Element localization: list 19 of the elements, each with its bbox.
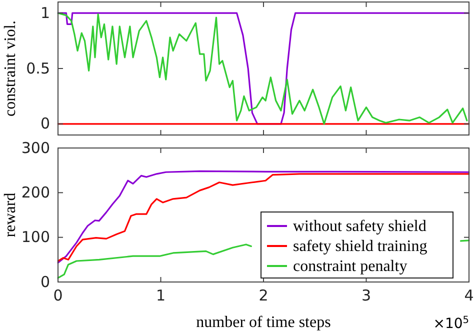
y-tick-label: 1 xyxy=(40,4,50,22)
text: ×10$^{5}$ xyxy=(433,314,469,332)
y-axis-title: constraint viol. xyxy=(2,20,19,116)
legend-label: constraint penalty xyxy=(293,258,408,275)
y-tick-label: 0 xyxy=(40,272,50,291)
legend-label: safety shield training xyxy=(293,238,428,255)
y-tick-label: 300 xyxy=(21,138,50,157)
x-tick-label: 4 xyxy=(464,286,474,305)
y-tick-label: 200 xyxy=(21,183,50,202)
y-tick-label: 0 xyxy=(40,114,50,133)
x-tick-label: 1 xyxy=(156,286,166,305)
y-tick-label: 100 xyxy=(21,228,50,246)
legend-label: without safety shield xyxy=(293,218,426,235)
y-tick-label: 0.5 xyxy=(26,59,50,78)
x-tick-label: 2 xyxy=(258,286,268,305)
y-axis-title: reward xyxy=(2,192,19,238)
x-axis-title: number of time steps xyxy=(196,314,331,331)
x-tick-label: 3 xyxy=(361,286,372,305)
x-tick-label: 0 xyxy=(53,286,63,305)
